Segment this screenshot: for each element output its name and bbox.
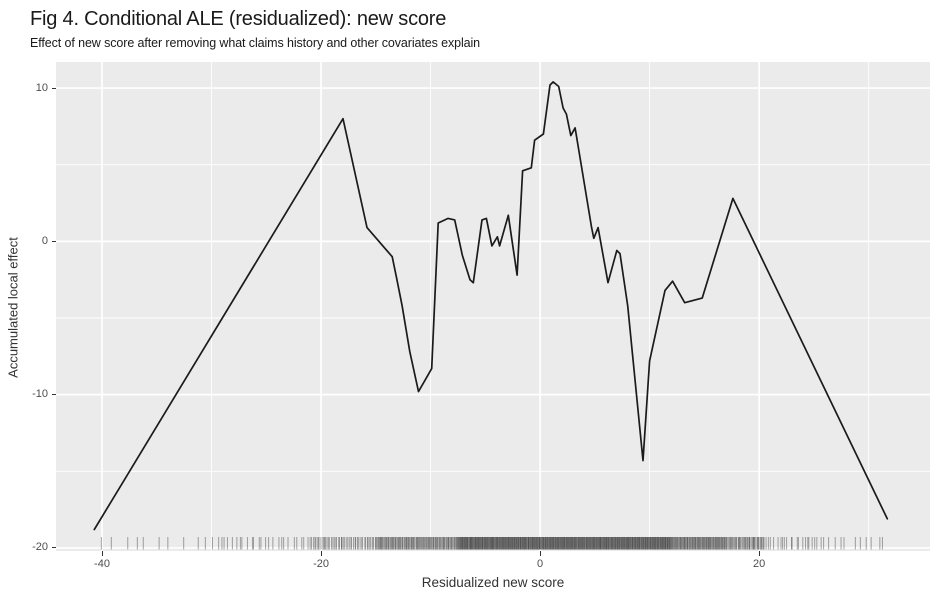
grid-major — [56, 62, 930, 551]
x-tick-mark — [758, 551, 760, 556]
chart-subtitle: Effect of new score after removing what … — [30, 36, 481, 50]
grid-minor — [56, 62, 930, 551]
x-tick-mark — [539, 551, 541, 556]
y-tick-mark — [51, 87, 56, 89]
rug-marks — [100, 537, 883, 550]
x-tick-mark — [101, 551, 103, 556]
y-tick-label: 10 — [35, 81, 48, 94]
x-tick-label: 0 — [537, 558, 544, 570]
y-tick-mark — [51, 547, 56, 549]
plot-panel — [56, 62, 930, 551]
y-tick-label: -20 — [32, 541, 48, 554]
y-tick-label: 0 — [41, 234, 48, 247]
x-tick-label: -40 — [94, 558, 110, 570]
x-tick-label: 20 — [753, 558, 766, 570]
x-tick-label: -20 — [313, 558, 329, 570]
plot-svg — [56, 62, 930, 551]
chart-title: Fig 4. Conditional ALE (residualized): n… — [30, 8, 447, 30]
y-tick-label: -10 — [32, 388, 48, 401]
y-tick-mark — [51, 394, 56, 396]
ale-line — [93, 81, 889, 531]
y-axis-title: Accumulated local effect — [5, 237, 21, 378]
x-tick-mark — [320, 551, 322, 556]
x-axis-title: Residualized new score — [421, 575, 565, 590]
y-tick-mark — [51, 240, 56, 242]
